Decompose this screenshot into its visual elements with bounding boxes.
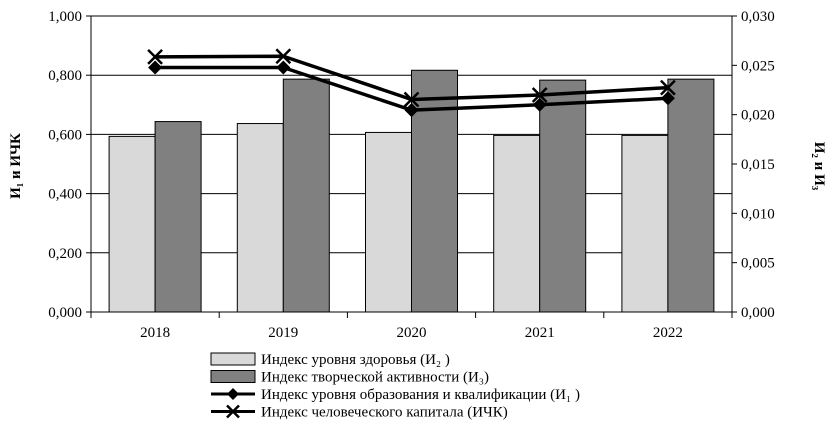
bar-creative-2019 [282,78,330,313]
right-tick-label: 0,030 [741,9,775,25]
bar-health-2018 [108,135,156,313]
x-tick-label: 2018 [140,325,170,341]
point-hck-2022 [660,79,676,96]
bar-series [108,69,715,313]
point-education-2022 [660,91,675,106]
legend-label: Индекс уровня здоровья (И₂ ) [261,352,450,368]
left-tick-label: 0,400 [48,187,82,203]
left-axis-label: И₁ и ИЧК [8,133,24,199]
right-tick-label: 0,010 [741,206,775,222]
right-tick-label: 0,020 [741,108,775,124]
legend-marker-diamond [227,388,239,400]
x-axis-ticks: 2018 2019 2020 2021 2022 [90,312,733,341]
point-hck-2019 [275,48,292,65]
right-axis-label: И₂ и И₃ [811,142,827,191]
legend-label: Индекс человеческого капитала (ИЧК) [261,405,508,421]
legend-swatch [210,370,256,383]
bar-health-2019 [236,123,284,313]
point-education-2020 [404,103,419,118]
legend-label: Индекс творческой активности (И₃) [261,370,489,386]
x-tick-label: 2019 [268,325,298,341]
left-tick-label: 0,000 [48,305,82,321]
bar-health-2021 [493,134,541,313]
right-tick-label: 0,015 [741,157,775,173]
legend-swatch [210,352,256,366]
legend: Индекс уровня здоровья (И₂ ) Индекс творч… [210,352,580,421]
left-axis-ticks: 0,000 0,200 0,400 0,600 0,800 1,000 [48,9,91,321]
point-hck-2021 [531,87,548,103]
point-hck-2018 [147,48,163,65]
x-tick-label: 2020 [397,325,427,341]
left-tick-label: 0,800 [48,68,82,84]
right-tick-label: 0,025 [741,58,775,74]
right-axis-ticks: 0,000 0,005 0,010 0,015 0,020 0,025 0,030 [732,9,775,321]
legend-marker-x [226,404,240,419]
left-tick-label: 1,000 [48,9,82,25]
bar-creative-2021 [539,79,587,313]
point-hck-2020 [403,91,420,108]
right-tick-label: 0,000 [741,305,775,321]
point-education-2018 [148,60,163,75]
legend-label: Индекс уровня образования и квалификации… [261,387,580,403]
point-education-2019 [276,60,291,75]
bar-creative-2018 [154,121,202,313]
x-tick-label: 2022 [653,325,683,341]
right-tick-label: 0,005 [741,256,775,272]
left-tick-label: 0,200 [48,246,82,262]
bar-health-2020 [365,131,412,313]
bar-creative-2022 [667,78,715,313]
left-tick-label: 0,600 [48,127,82,143]
bar-health-2022 [621,134,669,313]
x-tick-label: 2021 [525,325,555,341]
line-series [147,48,676,118]
point-education-2021 [532,97,547,112]
